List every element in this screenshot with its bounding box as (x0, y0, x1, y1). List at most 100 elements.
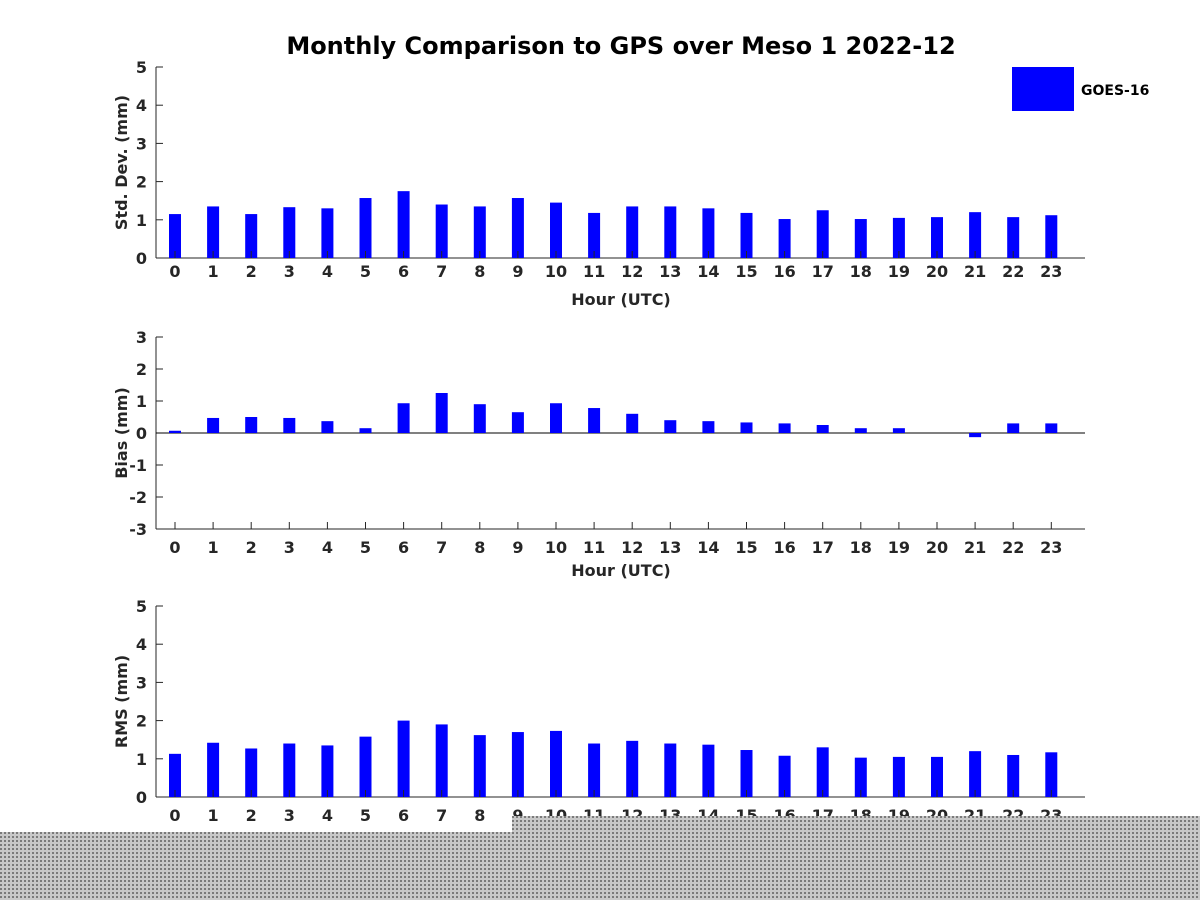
rms-bar-16 (778, 755, 791, 797)
std-dev-xtick-label: 21 (964, 262, 986, 281)
rms-bar-1 (207, 742, 220, 797)
rms-y-axis-label: RMS (mm) (112, 655, 131, 748)
std-dev-bar-21 (969, 212, 982, 258)
rms-ytick-label: 5 (136, 597, 147, 616)
std-dev-xtick-label: 3 (284, 262, 295, 281)
bias-bar-3 (283, 417, 296, 433)
std-dev-xtick-label: 1 (208, 262, 219, 281)
std-dev-bar-16 (778, 219, 791, 258)
rms-xtick-label: 1 (208, 806, 219, 825)
std-dev-xtick-label: 7 (436, 262, 447, 281)
bias-xtick-label: 14 (697, 538, 719, 557)
rms-xtick-label: 2 (246, 806, 257, 825)
std-dev-bar-3 (283, 207, 296, 258)
std-dev-bar-6 (397, 191, 410, 258)
rms-ytick-label: 3 (136, 673, 147, 692)
bias-xtick-label: 11 (583, 538, 605, 557)
bias-bar-16 (778, 423, 791, 433)
std-dev-xtick-label: 0 (169, 262, 180, 281)
std-dev-xtick-label: 17 (812, 262, 834, 281)
bias-ytick-label: 1 (136, 392, 147, 411)
std-dev-bar-12 (626, 206, 639, 258)
bias-bar-13 (664, 420, 677, 433)
bias-bar-17 (816, 425, 829, 433)
legend: GOES-16 (1012, 67, 1149, 111)
bias-xtick-label: 19 (888, 538, 910, 557)
std-dev-bar-19 (892, 217, 905, 258)
legend-label: GOES-16 (1081, 83, 1149, 99)
rms-ytick-label: 0 (136, 788, 147, 807)
bias-bar-11 (588, 408, 601, 433)
std-dev-xtick-label: 12 (621, 262, 643, 281)
std-dev-y-axis-label: Std. Dev. (mm) (112, 95, 131, 230)
bias-xtick-label: 9 (512, 538, 523, 557)
rms-bar-0 (169, 753, 181, 797)
bias-bar-8 (473, 404, 486, 433)
rms-bar-13 (664, 743, 677, 797)
bias-bar-14 (702, 421, 715, 433)
bias-ytick-label: -1 (129, 456, 147, 475)
chart-title: Monthly Comparison to GPS over Meso 1 20… (286, 32, 955, 60)
std-dev-xtick-label: 10 (545, 262, 567, 281)
rms-bar-18 (854, 757, 867, 797)
bias-xtick-label: 20 (926, 538, 948, 557)
rms-bar-11 (588, 743, 601, 797)
std-dev-xtick-label: 6 (398, 262, 409, 281)
std-dev-x-axis-label: Hour (UTC) (571, 290, 671, 309)
bias-xtick-label: 15 (735, 538, 757, 557)
std-dev-bar-2 (245, 214, 258, 258)
std-dev-xtick-label: 4 (322, 262, 333, 281)
bias-bar-9 (511, 412, 524, 433)
bias-xtick-label: 8 (474, 538, 485, 557)
bias-xtick-label: 13 (659, 538, 681, 557)
std-dev-xtick-label: 15 (735, 262, 757, 281)
std-dev-ytick-label: 4 (136, 96, 147, 115)
bias-bar-12 (626, 413, 639, 433)
std-dev-xtick-label: 13 (659, 262, 681, 281)
bias-ytick-label: 3 (136, 328, 147, 347)
std-dev-xtick-label: 19 (888, 262, 910, 281)
std-dev-bar-0 (169, 214, 181, 258)
bias-xtick-label: 10 (545, 538, 567, 557)
bias-bar-10 (550, 403, 562, 433)
bias-ytick-label: -3 (129, 520, 147, 539)
rms-bar-12 (626, 740, 639, 797)
std-dev-xtick-label: 16 (773, 262, 795, 281)
rms-bar-15 (740, 750, 753, 797)
std-dev-bar-22 (1007, 217, 1020, 258)
bias-xtick-label: 23 (1040, 538, 1062, 557)
bias-xtick-label: 18 (850, 538, 872, 557)
std-dev-bar-13 (664, 206, 677, 258)
bias-xtick-label: 3 (284, 538, 295, 557)
bias-xtick-label: 22 (1002, 538, 1024, 557)
std-dev-xtick-label: 22 (1002, 262, 1024, 281)
bias-bar-4 (321, 421, 334, 433)
bias-xtick-label: 0 (169, 538, 180, 557)
bias-xtick-label: 2 (246, 538, 257, 557)
rms-xtick-label: 3 (284, 806, 295, 825)
std-dev-bar-4 (321, 208, 334, 258)
std-dev-bar-11 (588, 212, 601, 258)
bias-xtick-label: 5 (360, 538, 371, 557)
rms-bar-23 (1045, 752, 1058, 797)
rms-bar-9 (511, 732, 524, 797)
std-dev-bar-23 (1045, 215, 1058, 258)
bias-y-axis-label: Bias (mm) (112, 387, 131, 479)
rms-bar-5 (359, 736, 372, 797)
bias-bar-5 (359, 428, 372, 433)
std-dev-xtick-label: 5 (360, 262, 371, 281)
std-dev-bar-7 (435, 204, 448, 258)
rms-bar-10 (550, 730, 562, 797)
bias-x-axis-label: Hour (UTC) (571, 561, 671, 580)
std-dev-ytick-label: 0 (136, 249, 147, 268)
rms-ytick-label: 2 (136, 712, 147, 731)
bias-xtick-label: 17 (812, 538, 834, 557)
rms-bar-4 (321, 745, 334, 797)
std-dev-bar-1 (207, 206, 220, 258)
std-dev-ytick-label: 3 (136, 134, 147, 153)
bias-ytick-label: -2 (129, 488, 147, 507)
bias-bar-2 (245, 417, 258, 433)
std-dev-bar-9 (511, 198, 524, 258)
std-dev-bar-8 (473, 206, 486, 258)
